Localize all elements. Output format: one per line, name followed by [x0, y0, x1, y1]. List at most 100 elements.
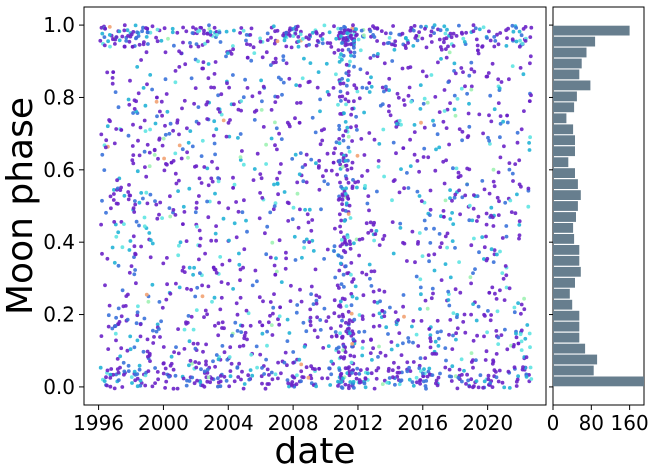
scatter-point	[351, 23, 355, 28]
scatter-point	[106, 39, 110, 44]
scatter-point	[248, 43, 253, 47]
scatter-point	[317, 295, 322, 299]
scatter-point	[498, 121, 503, 126]
scatter-point	[389, 347, 394, 352]
scatter-point	[339, 184, 343, 189]
scatter-point	[459, 66, 464, 70]
scatter-point	[344, 102, 348, 107]
scatter-point	[397, 118, 402, 123]
scatter-point	[518, 332, 523, 337]
scatter-point	[227, 238, 231, 243]
scatter-point	[428, 339, 433, 344]
scatter-point	[126, 34, 130, 38]
scatter-point	[239, 330, 244, 334]
scatter-point	[184, 239, 189, 244]
scatter-point	[136, 91, 141, 96]
scatter-point	[378, 299, 382, 304]
scatter-point	[188, 358, 193, 363]
scatter-point	[211, 359, 215, 364]
scatter-point	[175, 386, 180, 391]
scatter-point	[497, 368, 502, 373]
scatter-point	[444, 158, 448, 163]
scatter-point	[306, 375, 311, 380]
scatter-point	[419, 120, 423, 125]
scatter-point	[510, 23, 515, 28]
scatter-point	[222, 350, 227, 355]
scatter-point	[396, 365, 401, 370]
scatter-point	[517, 233, 522, 238]
scatter-point	[308, 315, 313, 320]
scatter-point	[313, 267, 318, 272]
scatter-point	[231, 47, 236, 52]
scatter-point	[139, 244, 144, 249]
scatter-point	[437, 232, 442, 236]
scatter-point	[471, 338, 476, 343]
scatter-point	[430, 286, 435, 291]
scatter-point	[401, 98, 406, 102]
scatter-point	[142, 224, 147, 229]
scatter-point	[387, 76, 392, 81]
scatter-point	[318, 318, 323, 322]
scatter-point	[337, 268, 342, 273]
scatter-point	[513, 162, 518, 167]
scatter-point	[219, 92, 224, 97]
scatter-point	[420, 254, 425, 258]
scatter-point	[275, 95, 280, 99]
scatter-point	[365, 168, 370, 173]
scatter-point	[207, 23, 211, 28]
scatter-point	[486, 309, 490, 313]
scatter-point	[360, 346, 365, 350]
scatter-point	[469, 60, 474, 65]
scatter-point	[273, 56, 278, 61]
scatter-point	[348, 246, 353, 251]
scatter-point	[197, 194, 201, 198]
scatter-point	[398, 226, 403, 230]
scatter-point	[495, 309, 500, 314]
scatter-point	[275, 147, 279, 152]
scatter-point	[501, 119, 505, 124]
scatter-point	[448, 188, 452, 193]
scatter-point	[282, 190, 287, 194]
scatter-point	[235, 365, 240, 370]
scatter-point	[379, 29, 384, 33]
scatter-point	[157, 212, 161, 217]
scatter-point	[475, 333, 479, 338]
scatter-point	[347, 326, 351, 331]
scatter-point	[304, 180, 309, 185]
scatter-point	[245, 42, 249, 46]
scatter-point	[281, 80, 286, 85]
scatter-point	[261, 84, 266, 89]
scatter-point	[482, 379, 487, 384]
scatter-point	[390, 198, 394, 203]
scatter-point	[303, 207, 307, 212]
scatter-point	[260, 331, 265, 336]
scatter-point	[443, 365, 448, 370]
scatter-point	[238, 278, 242, 283]
scatter-point	[387, 109, 391, 114]
scatter-point	[366, 371, 370, 376]
scatter-point	[350, 106, 355, 111]
scatter-point	[114, 201, 119, 206]
scatter-point	[500, 236, 505, 240]
scatter-point	[526, 204, 531, 209]
scatter-point	[528, 365, 533, 370]
histogram-bar	[553, 168, 575, 178]
scatter-point	[128, 78, 132, 83]
scatter-point	[420, 69, 425, 74]
scatter-point	[333, 330, 338, 334]
scatter-point	[148, 30, 153, 35]
scatter-point	[189, 76, 194, 81]
scatter-point	[377, 344, 381, 349]
scatter-point	[182, 270, 187, 274]
scatter-point	[161, 136, 166, 141]
scatter-point	[127, 193, 132, 198]
scatter-point	[371, 346, 375, 351]
scatter-point	[348, 353, 353, 358]
scatter-point	[337, 368, 342, 372]
scatter-point	[103, 26, 107, 31]
scatter-point	[198, 271, 202, 275]
scatter-point	[437, 110, 442, 114]
scatter-point	[325, 247, 330, 252]
scatter-point	[179, 156, 184, 161]
scatter-point	[397, 370, 402, 375]
